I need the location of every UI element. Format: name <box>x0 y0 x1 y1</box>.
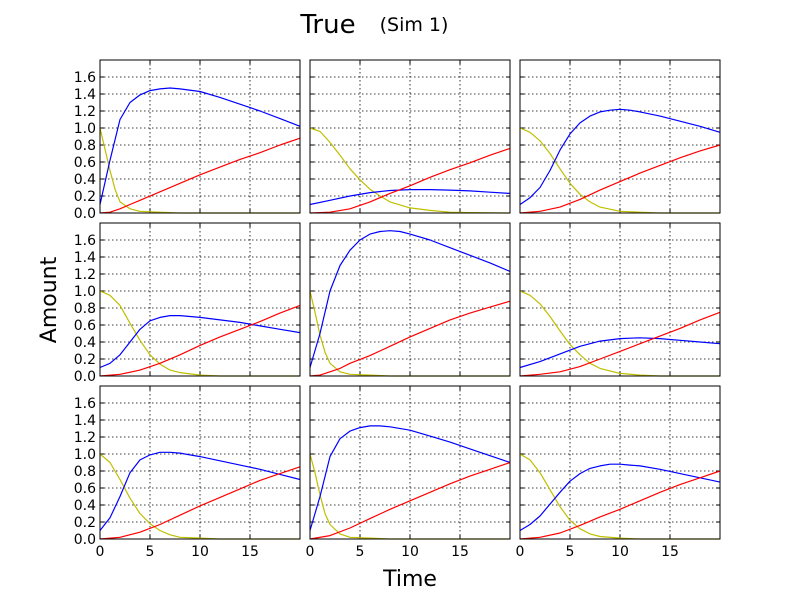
y-tick-label: 0.8 <box>74 301 96 317</box>
y-tick-label: 0.4 <box>74 498 96 514</box>
blue-series-line <box>99 451 301 531</box>
y-tick-label: 1.4 <box>74 413 96 429</box>
y-tick-label: 0.2 <box>74 515 96 531</box>
panel-frame <box>99 385 301 540</box>
x-tick-label: 0 <box>306 544 315 560</box>
panel-frame <box>99 222 301 377</box>
x-tick-label: 10 <box>611 544 629 560</box>
x-tick-label: 5 <box>566 544 575 560</box>
blue-series-line <box>99 87 301 205</box>
y-tick-label: 0.0 <box>74 369 96 385</box>
panel-frame <box>309 385 511 540</box>
y-tick-label: 0.2 <box>74 352 96 368</box>
y-tick-label: 1.4 <box>74 250 96 266</box>
y-tick-label: 1.0 <box>74 447 96 463</box>
x-tick-label: 5 <box>356 544 365 560</box>
x-axis-label: Time <box>382 567 437 592</box>
y-tick-label: 1.6 <box>74 233 96 249</box>
panel-frame <box>519 59 721 214</box>
blue-series-line <box>519 108 721 205</box>
panel-2 <box>309 59 511 214</box>
red-series-line <box>519 470 721 540</box>
red-series-line <box>309 300 511 377</box>
red-series-line <box>99 304 301 377</box>
y-tick-label: 1.6 <box>74 396 96 412</box>
y-tick-label: 1.4 <box>74 87 96 103</box>
panel-frame <box>309 59 511 214</box>
blue-series-line <box>309 230 511 368</box>
y-tick-label: 0.4 <box>74 172 96 188</box>
y-tick-label: 0.6 <box>74 318 96 334</box>
red-series-line <box>309 461 511 540</box>
x-tick-label: 10 <box>401 544 419 560</box>
panel-frame <box>309 222 511 377</box>
y-tick-label: 1.2 <box>74 430 96 446</box>
y-tick-label: 0.8 <box>74 464 96 480</box>
y-tick-label: 1.0 <box>74 284 96 300</box>
blue-series-line <box>309 189 511 206</box>
y-tick-label: 0.2 <box>74 189 96 205</box>
blue-series-line <box>309 425 511 531</box>
panel-frame <box>519 385 721 540</box>
panel-4: 0.00.20.40.60.81.01.21.41.6 <box>74 222 301 385</box>
y-axis-label: Amount <box>37 256 62 343</box>
x-tick-label: 5 <box>146 544 155 560</box>
panel-8: 0 5 10 15 <box>306 385 511 560</box>
x-tick-label: 15 <box>241 544 259 560</box>
red-series-line <box>519 311 721 377</box>
red-series-line <box>309 147 511 214</box>
panel-3 <box>519 59 721 214</box>
panel-frame <box>519 222 721 377</box>
panel-1: 0.00.20.40.60.81.01.21.41.6 <box>74 59 301 222</box>
y-tick-label: 0.0 <box>74 532 96 548</box>
y-tick-label: 1.6 <box>74 70 96 86</box>
x-tick-label: 15 <box>451 544 469 560</box>
x-tick-label: 10 <box>191 544 209 560</box>
panel-grid: 0.00.20.40.60.81.01.21.41.60.00.20.40.60… <box>74 59 721 560</box>
y-tick-label: 1.2 <box>74 267 96 283</box>
blue-series-line <box>519 463 721 532</box>
panel-7: 0.00.20.40.60.81.01.21.41.6 0 5 10 15 <box>74 385 301 560</box>
x-tick-label: 0 <box>516 544 525 560</box>
red-series-line <box>99 466 301 540</box>
figure-title: True <box>299 10 355 40</box>
figure-subtitle: (Sim 1) <box>380 14 449 36</box>
panel-6 <box>519 222 721 377</box>
y-tick-label: 1.2 <box>74 104 96 120</box>
y-tick-label: 0.8 <box>74 138 96 154</box>
y-tick-label: 0.6 <box>74 155 96 171</box>
y-tick-label: 0.4 <box>74 335 96 351</box>
panel-9: 0 5 10 15 <box>516 385 721 560</box>
blue-series-line <box>519 337 721 369</box>
x-tick-label: 15 <box>661 544 679 560</box>
yellow-series-line <box>519 127 720 214</box>
y-tick-label: 1.0 <box>74 121 96 137</box>
panel-5 <box>309 222 511 377</box>
y-tick-label: 0.0 <box>74 206 96 222</box>
panel-frame <box>99 59 301 214</box>
x-tick-label: 0 <box>96 544 105 560</box>
y-tick-label: 0.6 <box>74 481 96 497</box>
red-series-line <box>99 137 301 214</box>
red-series-line <box>519 144 721 214</box>
